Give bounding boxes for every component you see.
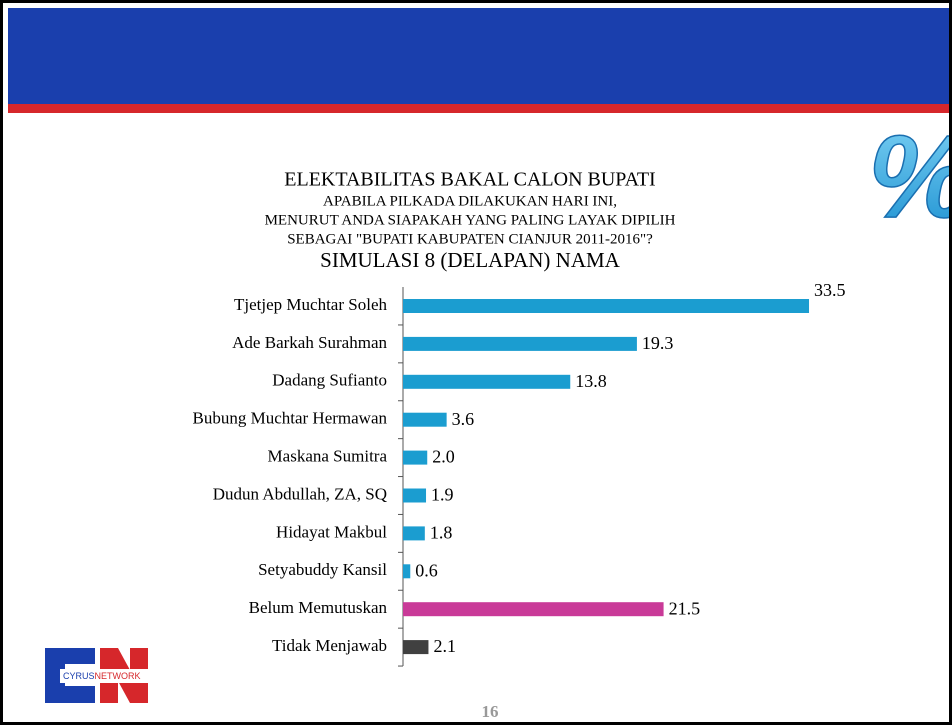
chart-title-2: SIMULASI 8 (DELAPAN) NAMA <box>320 248 620 272</box>
bar <box>403 299 809 313</box>
chart-subtitle: APABILA PILKADA DILAKUKAN HARI INI, <box>323 193 617 209</box>
bar <box>403 451 427 465</box>
category-label: Tjetjep Muchtar Soleh <box>234 295 387 314</box>
page: % ELEKTABILITAS BAKAL CALON BUPATI APABI… <box>0 0 952 725</box>
page-number: 16 <box>482 702 499 721</box>
category-label: Ade Barkah Surahman <box>232 333 387 352</box>
logo-text-2: NETWORK <box>95 671 141 681</box>
percent-symbol: % <box>868 111 952 243</box>
value-label: 3.6 <box>452 409 475 429</box>
category-label: Belum Memutuskan <box>249 598 388 617</box>
bar <box>403 375 570 389</box>
bar <box>403 564 410 578</box>
bar <box>403 337 637 351</box>
chart-subtitle: MENURUT ANDA SIAPAKAH YANG PALING LAYAK … <box>265 212 676 228</box>
category-label: Tidak Menjawab <box>272 636 387 655</box>
category-label: Hidayat Makbul <box>276 522 387 541</box>
value-label: 19.3 <box>642 333 674 353</box>
chart-title: ELEKTABILITAS BAKAL CALON BUPATI <box>284 169 655 191</box>
value-label: 1.8 <box>430 523 453 543</box>
chart-subtitle: SEBAGAI "BUPATI KABUPATEN CIANJUR 2011-2… <box>287 231 653 247</box>
value-label: 1.9 <box>431 485 454 505</box>
value-label: 2.0 <box>432 447 455 467</box>
category-label: Maskana Sumitra <box>268 447 388 466</box>
logo-text: CYRUSNETWORK <box>63 671 141 681</box>
header-stripe <box>8 104 952 113</box>
value-label: 33.5 <box>814 280 846 300</box>
bar <box>403 413 447 427</box>
category-label: Setyabuddy Kansil <box>258 560 387 579</box>
slide: % ELEKTABILITAS BAKAL CALON BUPATI APABI… <box>0 0 952 725</box>
bar <box>403 602 664 616</box>
bar <box>403 526 425 540</box>
category-label: Bubung Muchtar Hermawan <box>192 409 387 428</box>
value-label: 0.6 <box>415 560 438 580</box>
value-label: 2.1 <box>433 636 456 656</box>
category-label: Dudun Abdullah, ZA, SQ <box>213 484 387 503</box>
category-label: Dadang Sufianto <box>272 371 387 390</box>
value-label: 13.8 <box>575 371 607 391</box>
value-label: 21.5 <box>669 598 701 618</box>
header-band <box>8 8 952 106</box>
bar <box>403 489 426 503</box>
bar <box>403 640 428 654</box>
logo-text-1: CYRUS <box>63 671 95 681</box>
